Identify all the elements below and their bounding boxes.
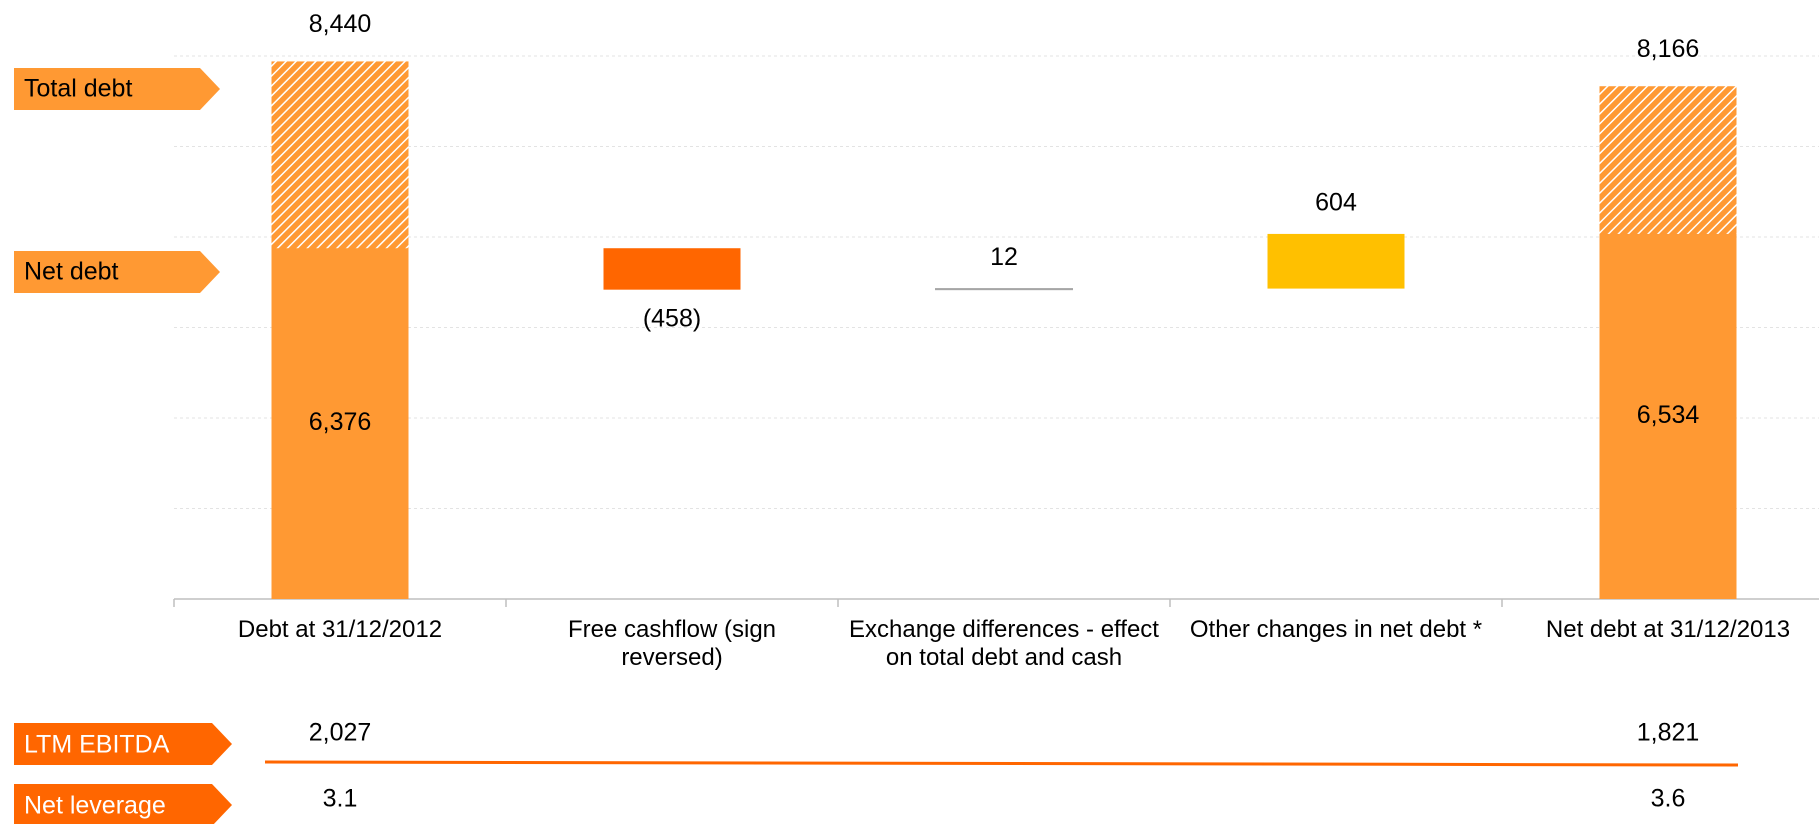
x-tick-label: Net debt at 31/12/2013 [1545,616,1791,643]
row-tag [14,723,232,765]
row-label: LTM EBITDA [24,731,170,759]
row-value: 3.1 [323,785,358,813]
divider [264,760,1739,767]
bar [935,288,1073,291]
row-value: 1,821 [1637,719,1700,747]
value-label: 6,376 [309,408,372,436]
bar [1599,233,1737,599]
x-tick-label: Debt at 31/12/2012 [237,616,443,643]
bar [1267,233,1405,289]
row-value: 3.6 [1651,785,1686,813]
row-tag [14,784,232,824]
bar [603,248,741,290]
legend-tag [14,68,220,110]
row-value: 2,027 [309,719,372,747]
value-label: 12 [990,243,1018,271]
legend-tag [14,251,220,293]
row-label: Net leverage [24,792,166,820]
x-tick-label: Free cashflow (sign reversed) [567,616,777,671]
value-label: 6,534 [1637,401,1700,429]
value-label: 8,166 [1637,35,1700,63]
value-label: (458) [643,304,701,332]
bar [271,248,409,600]
legend-label: Net debt [24,258,119,286]
x-tick-label: Exchange differences - effect on total d… [849,616,1159,671]
legend-label: Total debt [24,75,132,103]
x-tick-label: Other changes in net debt * [1189,616,1483,643]
value-label: 8,440 [309,10,372,38]
value-label: 604 [1315,189,1357,217]
